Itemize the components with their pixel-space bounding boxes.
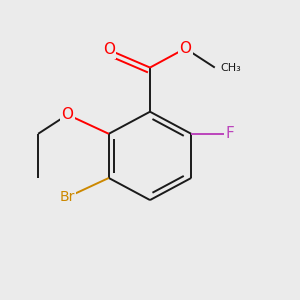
Text: Br: Br bbox=[60, 190, 75, 204]
Text: CH₃: CH₃ bbox=[221, 63, 242, 73]
Text: O: O bbox=[103, 42, 115, 57]
Text: O: O bbox=[61, 107, 74, 122]
Text: F: F bbox=[225, 126, 234, 141]
Text: O: O bbox=[179, 41, 191, 56]
